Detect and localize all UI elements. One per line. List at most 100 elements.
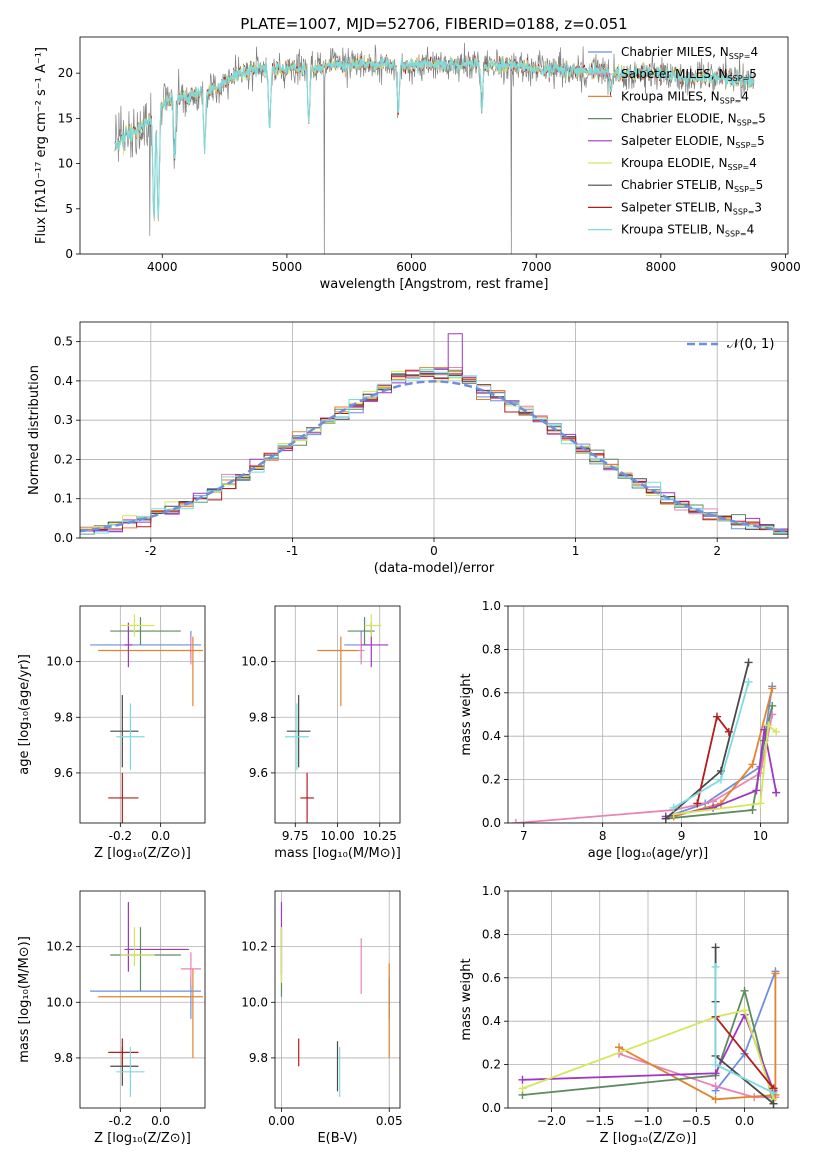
x-tick-label: −1.5 xyxy=(585,1114,614,1128)
legend-entry-count: 4 xyxy=(749,156,757,170)
data-point-marker xyxy=(752,786,761,795)
y-tick-label: 9.8 xyxy=(54,1051,73,1065)
legend-entry-name: Chabrier ELODIE, N xyxy=(621,112,737,126)
axes-frame xyxy=(79,890,206,1109)
y-tick-label: 10.0 xyxy=(241,655,268,669)
legend-entry-name: Salpeter ELODIE, N xyxy=(621,134,735,148)
axes-frame xyxy=(507,605,789,824)
y-tick-label: 0.6 xyxy=(482,971,501,985)
data-point-marker xyxy=(740,986,749,995)
mass-weight-line xyxy=(673,723,777,816)
y-tick-label: 1.0 xyxy=(482,599,501,613)
data-point-marker xyxy=(756,799,765,808)
y-tick-label: 0.5 xyxy=(54,335,73,349)
legend-entry-name: Salpeter STELIB, N xyxy=(621,200,733,214)
y-tick-label: 0.0 xyxy=(54,531,73,545)
x-tick-label: 8 xyxy=(599,829,607,843)
data-point-marker xyxy=(713,712,722,721)
y-tick-label: 0.4 xyxy=(482,729,501,743)
data-point-marker xyxy=(711,1069,720,1078)
x-axis-label: Z [log₁₀(Z/Z⊙)] xyxy=(600,1131,697,1146)
data-point-marker xyxy=(711,962,720,971)
plot-area xyxy=(114,42,755,254)
x-tick-label: −1.0 xyxy=(633,1114,662,1128)
y-axis-label: Flux [fλ10⁻¹⁷ erg cm⁻² s⁻¹ A⁻¹] xyxy=(34,47,49,244)
chart-age_vs_mass: 9.75 10.00 10.25 9.6 9.8 10.0 mass [log₁₀(M/M⊙… xyxy=(241,605,401,861)
x-tick-label: -2 xyxy=(145,544,157,558)
legend-entry-subscript: SSP= xyxy=(720,96,742,105)
legend-entry: Kroupa MILES, NSSP=4 xyxy=(621,89,749,105)
model-spectrum-line xyxy=(114,56,755,220)
mass-weight-line xyxy=(673,686,774,816)
y-tick-label: 0.0 xyxy=(482,816,501,830)
x-tick-label: 9.75 xyxy=(282,829,309,843)
legend-entry-count: 4 xyxy=(741,89,749,103)
data-point-marker xyxy=(661,814,670,823)
x-tick-label: 1 xyxy=(572,544,580,558)
y-tick-label: 0.8 xyxy=(482,642,501,656)
x-tick-label: 0.00 xyxy=(268,1114,295,1128)
legend-entry-subscript: SSP= xyxy=(734,185,756,194)
legend-entry-count: 5 xyxy=(758,112,766,126)
y-tick-label: 10.2 xyxy=(241,940,268,954)
legend-entry-subscript: SSP= xyxy=(725,230,747,239)
x-tick-label: 6000 xyxy=(396,260,427,274)
mass-weight-line xyxy=(522,1009,775,1100)
y-tick-label: 0.2 xyxy=(482,1058,501,1072)
data-point-marker xyxy=(740,1006,749,1015)
legend-entry: 𝒩(0, 1) xyxy=(727,337,774,352)
figure-title: PLATE=1007, MJD=52706, FIBERID=0188, z=0… xyxy=(240,15,627,33)
y-tick-label: 9.8 xyxy=(249,1051,268,1065)
axes-frame xyxy=(274,605,401,824)
y-tick-label: 0.4 xyxy=(54,374,73,388)
chart-residuals: -2 -1 0 1 2 0.0 0.1 0.2 0.3 0.4 0.5 (data-model)/er… xyxy=(27,321,789,576)
legend-entry-name: Chabrier STELIB, N xyxy=(621,178,734,192)
normal-reference-curve xyxy=(80,380,788,533)
legend-entry: Salpeter MILES, NSSP=5 xyxy=(621,67,757,83)
legend-entry-subscript: SSP= xyxy=(729,52,751,61)
data-point-marker xyxy=(711,1060,720,1069)
data-point-marker xyxy=(709,803,718,812)
y-tick-label: 0.3 xyxy=(54,413,73,427)
y-tick-label: 9.8 xyxy=(54,710,73,724)
data-point-marker xyxy=(768,684,777,693)
data-point-marker xyxy=(724,727,733,736)
mass-weight-line xyxy=(522,987,775,1104)
data-point-marker xyxy=(744,658,753,667)
x-axis-label: age [log₁₀(age/yr)] xyxy=(588,846,709,861)
axes-frame xyxy=(79,605,206,824)
y-tick-label: 15 xyxy=(58,111,73,125)
x-tick-label: 9 xyxy=(678,829,686,843)
mass-weight-line xyxy=(673,688,774,818)
x-tick-label: −2.0 xyxy=(537,1114,566,1128)
x-tick-label: 10.00 xyxy=(320,829,354,843)
chart-age_vs_Z: -0.2 0.0 9.6 9.8 10.0 Z [log₁₀(Z/Z⊙)] age [log… xyxy=(17,605,206,861)
x-tick-label: 4000 xyxy=(147,260,178,274)
legend-entry: Kroupa STELIB, NSSP=4 xyxy=(621,223,754,239)
x-axis-label: mass [log₁₀(M/M⊙)] xyxy=(274,846,401,861)
y-tick-label: 10.0 xyxy=(46,995,73,1009)
y-axis-label: mass weight xyxy=(459,673,474,755)
chart-mass_weight_vs_age: 7 8 9 10 0.0 0.2 0.4 0.6 0.8 1.0 age [log₁₀(age/yr… xyxy=(459,599,789,861)
y-tick-label: 9.8 xyxy=(249,710,268,724)
data-point-marker xyxy=(669,803,678,812)
x-tick-label: 8000 xyxy=(646,260,677,274)
axes-frame xyxy=(274,890,401,1109)
y-axis-label: mass weight xyxy=(459,958,474,1040)
x-tick-label: 9000 xyxy=(770,260,801,274)
y-tick-label: 10.2 xyxy=(46,940,73,954)
data-point-marker xyxy=(764,721,773,730)
plot-area xyxy=(275,606,400,823)
data-point-marker xyxy=(711,1095,720,1104)
legend-entry-count: 4 xyxy=(747,223,755,237)
data-point-marker xyxy=(744,677,753,686)
legend-entry-subscript: SSP= xyxy=(737,119,759,128)
data-point-marker xyxy=(518,1075,527,1084)
data-point-marker xyxy=(711,1082,720,1091)
x-axis-label: Z [log₁₀(Z/Z⊙)] xyxy=(94,846,191,861)
chart-mass_vs_Z: -0.2 0.0 9.8 10.0 10.2 Z [log₁₀(Z/Z⊙)] mass [l… xyxy=(17,890,206,1146)
histogram-steps xyxy=(80,333,788,533)
data-point-marker xyxy=(711,943,720,952)
y-tick-label: 0.8 xyxy=(482,927,501,941)
